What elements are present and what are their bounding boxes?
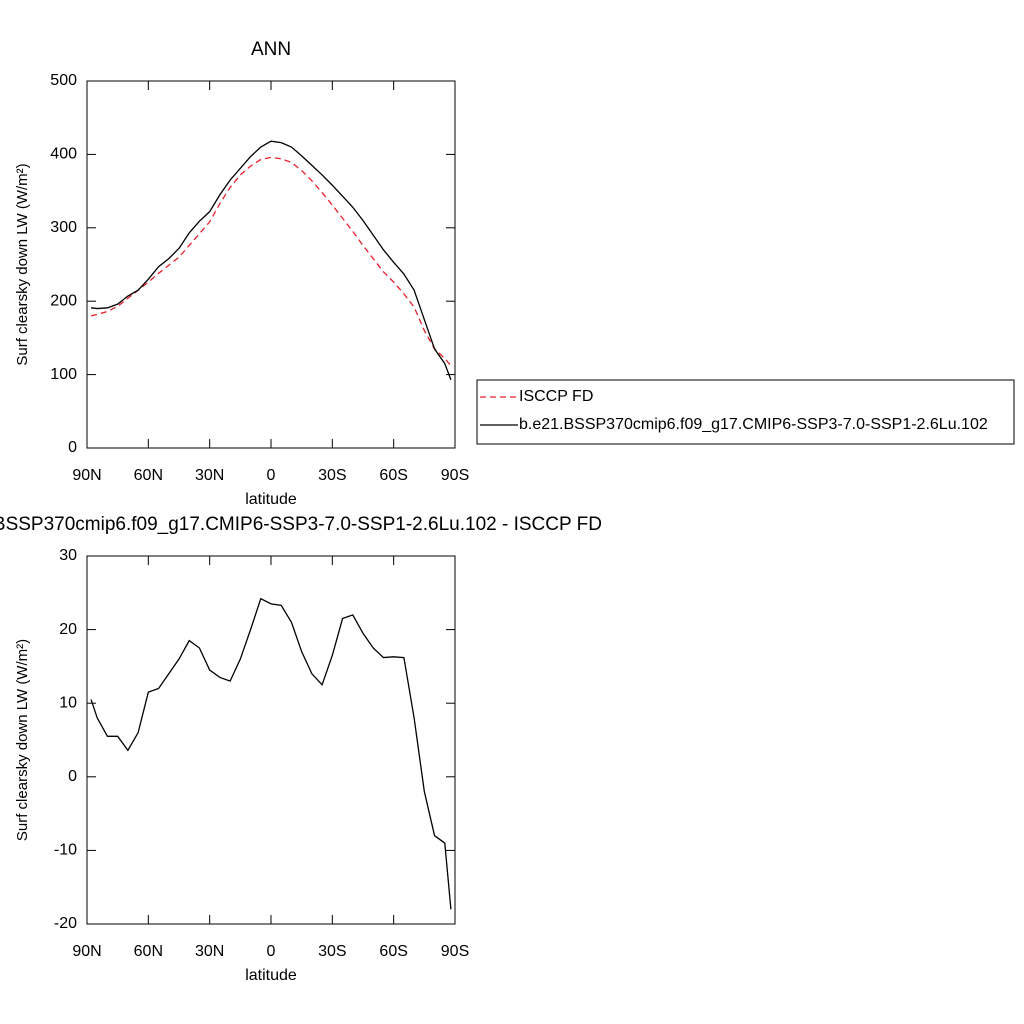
y-tick-label: 10 — [59, 694, 77, 711]
data-line — [91, 140, 452, 380]
plot-frame — [86, 555, 456, 925]
y-axis-label: Surf clearsky down LW (W/m²) — [14, 163, 31, 365]
x-tick-label: 60S — [379, 943, 407, 960]
x-tick-label: 30N — [195, 467, 224, 484]
y-tick-label: 100 — [50, 366, 77, 383]
x-axis-label: latitude — [245, 967, 297, 984]
chart-title: b.e21.BSSP370cmip6.f09_g17.CMIP6-SSP3-7.… — [0, 514, 602, 535]
x-tick-label: 30S — [318, 943, 346, 960]
y-tick-label: -20 — [54, 915, 77, 932]
y-tick-label: 500 — [50, 72, 77, 89]
x-tick-label: 0 — [267, 467, 276, 484]
plot-frame — [86, 80, 456, 449]
x-tick-label: 60N — [134, 943, 163, 960]
y-tick-label: 30 — [59, 547, 77, 564]
y-tick-label: 400 — [50, 146, 77, 163]
y-tick-label: 300 — [50, 219, 77, 236]
x-tick-label: 60N — [134, 467, 163, 484]
x-tick-label: 90S — [441, 467, 469, 484]
y-tick-label: 20 — [59, 621, 77, 638]
chart-title: ANN — [251, 39, 291, 60]
y-axis-label: Surf clearsky down LW (W/m²) — [14, 639, 31, 841]
x-tick-label: 30S — [318, 467, 346, 484]
x-tick-label: 90S — [441, 943, 469, 960]
x-tick-label: 90N — [72, 467, 101, 484]
y-tick-label: -10 — [54, 842, 77, 859]
legend-box — [476, 379, 1015, 445]
legend-label: ISCCP FD — [519, 388, 593, 405]
x-tick-label: 0 — [267, 943, 276, 960]
y-tick-label: 0 — [68, 439, 77, 456]
legend-label: b.e21.BSSP370cmip6.f09_g17.CMIP6-SSP3-7.… — [519, 416, 988, 433]
data-line — [90, 597, 452, 910]
data-line — [90, 156, 452, 367]
y-tick-label: 200 — [50, 292, 77, 309]
x-tick-label: 90N — [72, 943, 101, 960]
x-tick-label: 30N — [195, 943, 224, 960]
x-tick-label: 60S — [379, 467, 407, 484]
x-axis-label: latitude — [245, 491, 297, 508]
y-tick-label: 0 — [68, 768, 77, 785]
